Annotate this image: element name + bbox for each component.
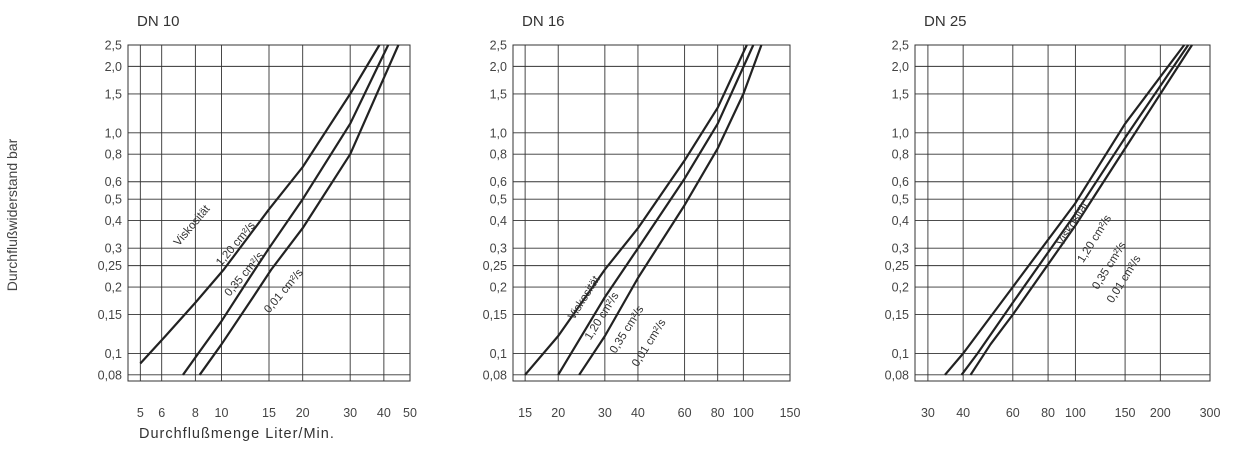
plot-frame <box>512 44 791 382</box>
y-tick-label: 0,15 <box>98 308 122 322</box>
y-tick-label: 2,5 <box>892 39 909 53</box>
y-tick-label: 2,0 <box>490 60 507 74</box>
x-tick-label: 40 <box>631 406 645 420</box>
chart-panel: DN 16 0,08 0,1 0,15 0,2 0,25 0,3 0,4 0,5 0,6 0,8 1,… <box>483 13 801 420</box>
series-line <box>578 44 763 376</box>
y-tick-label: 0,1 <box>490 347 507 361</box>
y-tick-label: 0,3 <box>105 242 122 256</box>
series-line <box>182 44 390 376</box>
y-tick-label: 2,5 <box>490 39 507 53</box>
y-tick-label: 0,2 <box>105 281 122 295</box>
y-tick-label: 0,15 <box>483 308 507 322</box>
x-tick-label: 6 <box>158 406 165 420</box>
y-tick-label: 0,1 <box>892 347 909 361</box>
y-tick-label: 2,0 <box>892 60 909 74</box>
y-tick-label: 0,1 <box>105 347 122 361</box>
y-tick-label: 1,5 <box>892 87 909 101</box>
x-tick-label: 100 <box>1065 406 1086 420</box>
y-tick-label: 1,5 <box>105 87 122 101</box>
x-tick-label: 15 <box>518 406 532 420</box>
y-axis-title: Durchflußwiderstand bar <box>4 138 20 292</box>
x-tick-label: 40 <box>956 406 970 420</box>
y-tick-label: 0,6 <box>892 175 909 189</box>
y-tick-label: 0,4 <box>105 214 122 228</box>
x-tick-label: 80 <box>711 406 725 420</box>
x-tick-label: 10 <box>215 406 229 420</box>
x-tick-label: 200 <box>1150 406 1171 420</box>
y-tick-label: 0,8 <box>490 148 507 162</box>
y-tick-label: 0,5 <box>892 193 909 207</box>
y-tick-label: 0,15 <box>885 308 909 322</box>
y-tick-label: 2,0 <box>105 60 122 74</box>
x-tick-label: 300 <box>1200 406 1221 420</box>
x-tick-label: 30 <box>921 406 935 420</box>
curve-caption: Viskosität <box>172 203 213 249</box>
y-tick-label: 0,3 <box>490 242 507 256</box>
chart-panel: DN 10 0,08 0,1 0,15 0,2 0,25 0,3 0,4 0,5 0,6 0,8 1,… <box>98 13 417 420</box>
series-line <box>557 44 755 376</box>
x-tick-label: 15 <box>262 406 276 420</box>
plot-frame <box>914 44 1211 382</box>
y-tick-label: 0,8 <box>105 148 122 162</box>
chart-title: DN 25 <box>924 13 967 30</box>
y-tick-label: 0,25 <box>483 259 507 273</box>
y-tick-label: 2,5 <box>105 39 122 53</box>
x-tick-label: 80 <box>1041 406 1055 420</box>
series-line <box>198 44 400 376</box>
series-line <box>969 44 1193 376</box>
x-tick-label: 5 <box>137 406 144 420</box>
series-line <box>960 44 1190 376</box>
y-tick-label: 0,5 <box>105 193 122 207</box>
x-tick-label: 20 <box>551 406 565 420</box>
y-tick-label: 0,08 <box>483 368 507 382</box>
x-tick-label: 40 <box>377 406 391 420</box>
chart-title: DN 10 <box>137 13 180 30</box>
series-line <box>139 44 381 365</box>
series-line <box>524 44 748 376</box>
y-tick-label: 0,8 <box>892 148 909 162</box>
y-tick-label: 1,0 <box>892 126 909 140</box>
y-tick-label: 0,25 <box>885 259 909 273</box>
chart-panel: DN 25 0,08 0,1 0,15 0,2 0,25 0,3 0,4 0,5 0,6 0,8 1,… <box>885 13 1221 420</box>
x-tick-label: 60 <box>1006 406 1020 420</box>
x-tick-label: 100 <box>733 406 754 420</box>
x-tick-label: 8 <box>192 406 199 420</box>
x-tick-label: 30 <box>598 406 612 420</box>
plot-frame <box>127 44 411 382</box>
x-axis-title: Durchflußmenge Liter/Min. <box>139 426 335 442</box>
y-tick-label: 0,6 <box>490 175 507 189</box>
chart-title: DN 16 <box>522 13 565 30</box>
y-tick-label: 0,25 <box>98 259 122 273</box>
x-tick-label: 30 <box>343 406 357 420</box>
y-tick-label: 1,5 <box>490 87 507 101</box>
y-tick-label: 0,4 <box>892 214 909 228</box>
x-tick-label: 50 <box>403 406 417 420</box>
y-tick-label: 0,5 <box>490 193 507 207</box>
x-tick-label: 60 <box>678 406 692 420</box>
y-tick-label: 0,3 <box>892 242 909 256</box>
y-tick-label: 1,0 <box>490 126 507 140</box>
y-tick-label: 0,08 <box>98 368 122 382</box>
y-tick-label: 0,2 <box>490 281 507 295</box>
x-tick-label: 150 <box>780 406 801 420</box>
y-tick-label: 1,0 <box>105 126 122 140</box>
y-tick-label: 0,2 <box>892 281 909 295</box>
y-tick-label: 0,08 <box>885 368 909 382</box>
y-tick-label: 0,4 <box>490 214 507 228</box>
y-tick-label: 0,6 <box>105 175 122 189</box>
series-line <box>944 44 1186 376</box>
x-tick-label: 150 <box>1115 406 1136 420</box>
x-tick-label: 20 <box>296 406 310 420</box>
